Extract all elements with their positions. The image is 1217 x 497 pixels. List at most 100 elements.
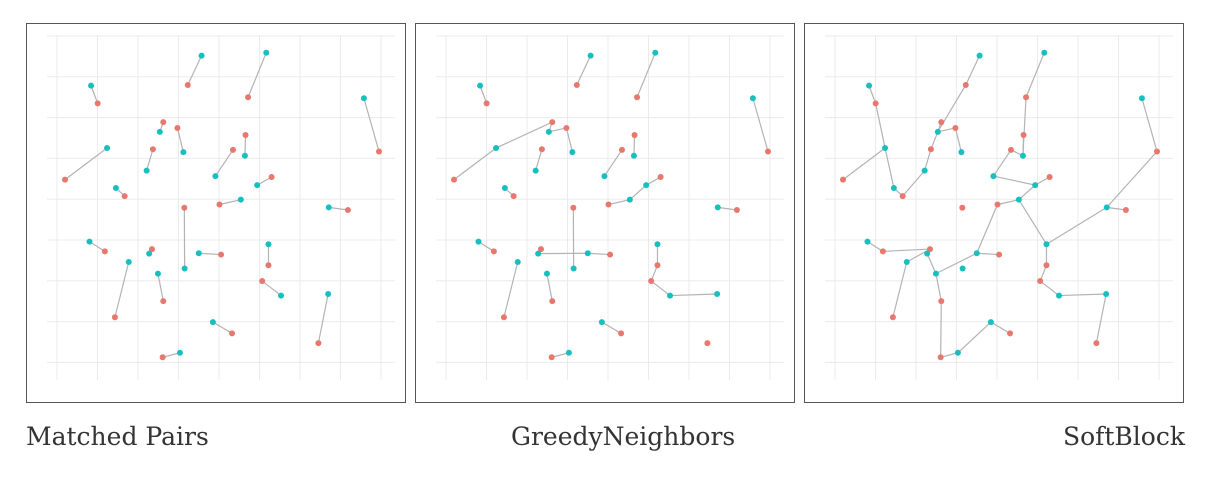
edge-line bbox=[608, 199, 630, 206]
edge-line bbox=[479, 85, 488, 104]
edge-line bbox=[1025, 52, 1045, 98]
point-control bbox=[976, 52, 983, 59]
points bbox=[840, 49, 1160, 361]
point-treated bbox=[704, 340, 711, 347]
edge-line bbox=[261, 280, 282, 297]
point-control bbox=[325, 290, 332, 297]
point-treated bbox=[733, 206, 740, 213]
edge-line bbox=[990, 321, 1011, 334]
panel-matched-pairs bbox=[26, 23, 406, 403]
point-control bbox=[973, 250, 980, 257]
point-treated bbox=[62, 176, 68, 183]
edge-line bbox=[875, 103, 886, 149]
edge-line bbox=[976, 204, 999, 254]
edge-line bbox=[214, 149, 234, 177]
point-control bbox=[598, 319, 605, 326]
point-control bbox=[924, 250, 931, 257]
edge-line bbox=[882, 248, 931, 252]
point-control bbox=[990, 173, 997, 180]
point-treated bbox=[959, 204, 966, 211]
edge-line bbox=[717, 206, 737, 211]
edge-line bbox=[247, 52, 267, 98]
point-treated bbox=[889, 314, 896, 321]
point-control bbox=[180, 149, 187, 156]
edges bbox=[453, 52, 769, 358]
edge-line bbox=[937, 127, 956, 133]
edge-line bbox=[997, 199, 1019, 206]
edge-line bbox=[1039, 280, 1060, 297]
edge-line bbox=[548, 127, 567, 133]
point-control bbox=[654, 241, 661, 248]
point-treated bbox=[605, 201, 612, 208]
edge-line bbox=[453, 147, 497, 181]
point-treated bbox=[1020, 132, 1027, 139]
point-treated bbox=[657, 174, 664, 181]
point-control bbox=[569, 149, 576, 156]
point-control bbox=[181, 265, 188, 272]
edge-line bbox=[993, 175, 1036, 186]
point-treated bbox=[500, 314, 507, 321]
point-treated bbox=[962, 81, 969, 88]
point-treated bbox=[607, 251, 614, 258]
point-control bbox=[176, 349, 183, 356]
point-control bbox=[1103, 204, 1110, 211]
edge-line bbox=[670, 293, 718, 297]
point-control bbox=[146, 250, 153, 257]
edge-line bbox=[244, 135, 247, 156]
edge-line bbox=[503, 261, 519, 318]
edge-line bbox=[926, 253, 937, 274]
point-treated bbox=[245, 94, 252, 101]
panel-greedy-neighbors bbox=[415, 23, 795, 403]
point-treated bbox=[1043, 262, 1050, 269]
point-control bbox=[209, 319, 216, 326]
edge-line bbox=[587, 252, 611, 256]
point-treated bbox=[570, 204, 577, 211]
point-treated bbox=[1023, 94, 1030, 101]
point-control bbox=[749, 95, 756, 102]
point-control bbox=[477, 82, 484, 89]
edge-line bbox=[842, 147, 886, 181]
point-treated bbox=[548, 354, 555, 361]
point-treated bbox=[242, 132, 249, 139]
edge-line bbox=[114, 261, 130, 318]
point-control bbox=[254, 182, 261, 189]
point-control bbox=[125, 258, 132, 265]
point-control bbox=[626, 196, 633, 203]
point-control bbox=[241, 152, 248, 159]
point-control bbox=[514, 258, 521, 265]
point-control bbox=[278, 292, 285, 299]
point-control bbox=[587, 52, 594, 59]
point-treated bbox=[216, 201, 223, 208]
edge-line bbox=[363, 98, 380, 152]
edge-line bbox=[868, 85, 877, 104]
point-treated bbox=[872, 100, 879, 107]
point-control bbox=[714, 290, 721, 297]
edge-line bbox=[940, 301, 942, 358]
point-control bbox=[630, 152, 637, 159]
caption-matched-pairs: Matched Pairs bbox=[26, 422, 209, 451]
point-control bbox=[1056, 292, 1063, 299]
point-control bbox=[1015, 196, 1022, 203]
edge-line bbox=[636, 52, 656, 98]
point-treated bbox=[938, 119, 945, 126]
edge-line bbox=[64, 147, 108, 181]
point-control bbox=[535, 250, 542, 257]
point-treated bbox=[229, 146, 236, 153]
edge-line bbox=[1106, 206, 1126, 211]
edge-line bbox=[187, 55, 203, 86]
edge-line bbox=[633, 135, 636, 156]
point-treated bbox=[631, 132, 638, 139]
point-treated bbox=[765, 148, 771, 155]
point-treated bbox=[549, 119, 556, 126]
point-control bbox=[652, 49, 659, 56]
point-control bbox=[156, 128, 163, 135]
point-control bbox=[1041, 49, 1048, 56]
edge-line bbox=[629, 184, 647, 201]
point-control bbox=[143, 167, 150, 174]
point-treated bbox=[160, 298, 167, 305]
edge-line bbox=[565, 127, 573, 153]
point-treated bbox=[376, 148, 382, 155]
point-control bbox=[263, 49, 270, 56]
point-treated bbox=[537, 246, 544, 253]
point-treated bbox=[538, 146, 545, 153]
